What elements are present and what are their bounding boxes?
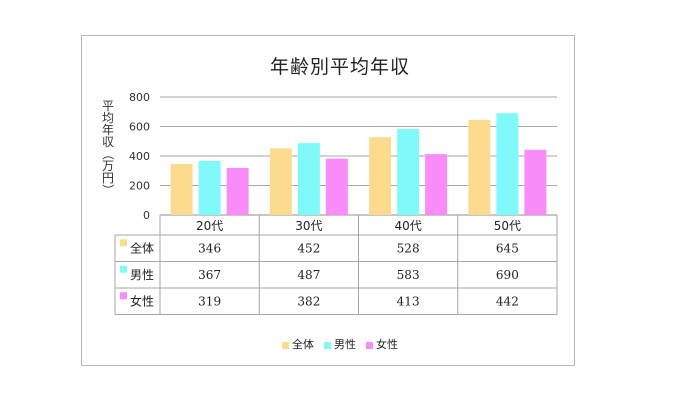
bar: [269, 148, 292, 215]
bar: [369, 137, 392, 215]
legend-label: 男性: [334, 338, 356, 351]
data-label: 690: [496, 268, 519, 282]
table-row-label: 女性: [130, 293, 154, 308]
bar: [425, 154, 448, 215]
bar: [397, 129, 420, 215]
data-label: 367: [198, 268, 221, 282]
legend: 全体 男性 女性: [0, 336, 680, 352]
bar: [325, 158, 348, 215]
legend-swatch: [324, 341, 331, 349]
data-label: 452: [297, 241, 320, 255]
data-label: 442: [496, 294, 519, 308]
data-label: 413: [397, 294, 420, 308]
data-label: 645: [496, 241, 519, 255]
legend-swatch: [282, 341, 289, 349]
y-tick-label: 600: [129, 121, 150, 134]
bar: [468, 119, 491, 215]
y-axis-label-char: 均: [101, 111, 114, 125]
bar: [496, 113, 519, 215]
y-axis-label-char: 万: [101, 159, 114, 173]
data-label: 528: [397, 241, 420, 255]
legend-key: [120, 292, 127, 300]
y-axis-label-char: 年: [101, 123, 114, 137]
bar: [198, 160, 221, 215]
y-axis-label-char: 平: [101, 99, 114, 113]
legend-swatch: [366, 341, 373, 349]
legend-item: 男性: [324, 336, 356, 352]
y-tick-label: 400: [129, 150, 150, 163]
table-row-label: 全体: [130, 240, 154, 255]
bar: [297, 143, 320, 215]
legend-label: 女性: [376, 338, 398, 351]
bar: [226, 167, 249, 215]
data-label: 319: [198, 294, 221, 308]
y-tick-label: 800: [129, 91, 150, 104]
bar: [170, 163, 193, 215]
legend-key: [120, 265, 127, 273]
legend-item: 女性: [366, 336, 398, 352]
legend-label: 全体: [292, 338, 314, 351]
data-label: 583: [397, 268, 420, 282]
y-axis-label: 平均年収（万円）: [101, 100, 115, 196]
x-tick-label: 50代: [494, 219, 521, 233]
data-label: 487: [297, 268, 320, 282]
y-axis-label-char: 円: [101, 171, 114, 185]
bar: [524, 149, 547, 215]
chart-title: 年齢別平均年収: [269, 56, 410, 78]
legend-key: [120, 239, 127, 247]
data-label: 382: [297, 294, 320, 308]
x-tick-label: 30代: [295, 219, 322, 233]
y-tick-label: 0: [143, 209, 150, 222]
legend-item: 全体: [282, 336, 314, 352]
y-axis-label-char: 収: [101, 135, 114, 149]
y-tick-label: 200: [129, 180, 150, 193]
table-row-label: 男性: [130, 268, 154, 282]
x-tick-label: 40代: [394, 219, 421, 233]
x-tick-label: 20代: [196, 219, 223, 233]
data-label: 346: [198, 241, 221, 255]
